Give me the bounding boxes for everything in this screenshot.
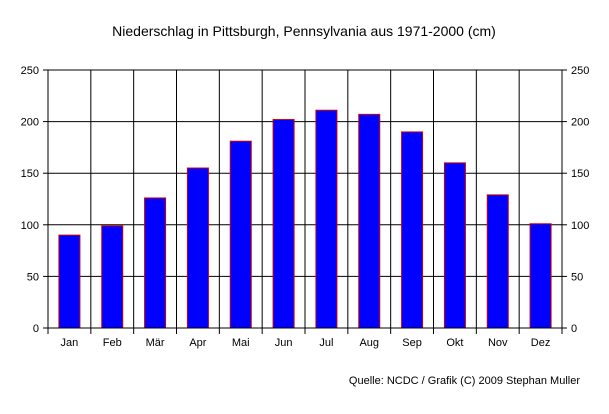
x-tick-label: Aug bbox=[359, 337, 379, 349]
bar-Dez bbox=[529, 223, 552, 329]
bar-Mär bbox=[144, 197, 167, 329]
bar-Mai bbox=[229, 140, 252, 329]
y-tick-label-left: 200 bbox=[21, 117, 39, 129]
bar-Jun bbox=[272, 119, 295, 329]
x-tick-label: Mär bbox=[146, 337, 165, 349]
y-tick-label-left: 0 bbox=[33, 323, 39, 335]
plot-frame bbox=[47, 69, 563, 329]
bar-Nov bbox=[486, 194, 509, 329]
x-tick-label: Jun bbox=[275, 337, 293, 349]
x-tick-label: Apr bbox=[189, 337, 206, 349]
x-tick-label: Jan bbox=[61, 337, 79, 349]
y-tick-label-right: 150 bbox=[571, 168, 589, 180]
y-tick-label-right: 200 bbox=[571, 117, 589, 129]
y-tick-label-left: 250 bbox=[21, 65, 39, 77]
grid-layer bbox=[47, 69, 563, 329]
bar-Aug bbox=[358, 113, 381, 329]
chart-title: Niederschlag in Pittsburgh, Pennsylvania… bbox=[112, 23, 496, 39]
bar-Sep bbox=[401, 131, 424, 329]
x-tick-label: Okt bbox=[446, 337, 463, 349]
bar-Jul bbox=[315, 109, 338, 329]
bar-Jan bbox=[58, 234, 81, 329]
y-tick-label-right: 250 bbox=[571, 65, 589, 77]
bar-Feb bbox=[101, 225, 124, 329]
y-tick-label-right: 100 bbox=[571, 220, 589, 232]
bar-Okt bbox=[443, 162, 466, 329]
y-tick-label-right: 0 bbox=[571, 323, 577, 335]
y-tick-label-left: 100 bbox=[21, 220, 39, 232]
x-tick-label: Feb bbox=[103, 337, 122, 349]
x-tick-label: Mai bbox=[232, 337, 250, 349]
x-tick-label: Sep bbox=[402, 337, 422, 349]
bars-layer bbox=[58, 109, 552, 329]
y-tick-label-left: 50 bbox=[27, 271, 39, 283]
source-note: Quelle: NCDC / Grafik (C) 2009 Stephan M… bbox=[349, 375, 580, 387]
y-tick-label-right: 50 bbox=[571, 271, 583, 283]
x-tick-label: Nov bbox=[488, 337, 508, 349]
bar-Apr bbox=[186, 167, 209, 329]
y-tick-label-left: 150 bbox=[21, 168, 39, 180]
x-tick-label: Jul bbox=[319, 337, 333, 349]
x-tick-label: Dez bbox=[531, 337, 551, 349]
axes-layer: 0 0 50 50 100 100 150 150 200 200 250 250 Jan Feb Mär A… bbox=[21, 65, 590, 349]
